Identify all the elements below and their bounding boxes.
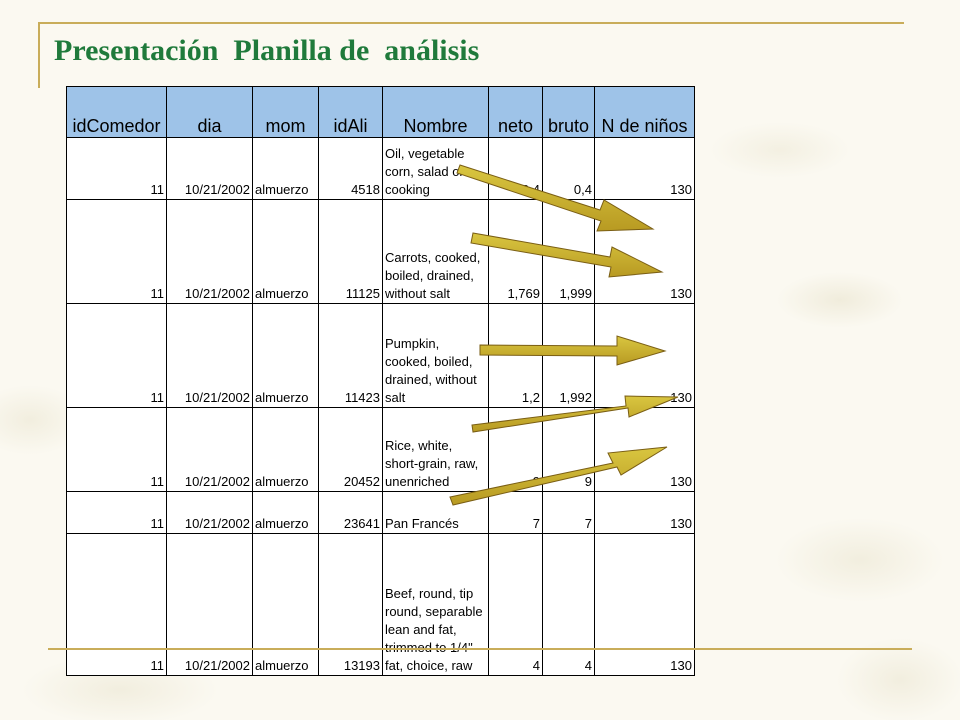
cell-mom: almuerzo: [252, 407, 319, 492]
cell-mom: almuerzo: [252, 491, 319, 534]
cell-nombre: Pumpkin, cooked, boiled, drained, withou…: [382, 303, 489, 408]
cell-idcomedor: 11: [66, 199, 167, 304]
header-nombre: Nombre: [382, 86, 489, 138]
header-idcomedor: idComedor: [66, 86, 167, 138]
cell-n-de-ninos: 130: [594, 137, 695, 200]
cell-idcomedor: 11: [66, 491, 167, 534]
cell-idcomedor: 11: [66, 137, 167, 200]
cell-idali: 11423: [318, 303, 383, 408]
cell-bruto: 0,4: [542, 137, 595, 200]
header-mom: mom: [252, 86, 319, 138]
arrow-3: [479, 335, 667, 366]
top-rule: [38, 22, 904, 24]
arrow-2: [470, 232, 664, 278]
slide-title: Presentación Planilla de análisis: [54, 34, 480, 67]
cell-mom: almuerzo: [252, 303, 319, 408]
cell-nombre: Beef, round, tip round, separable lean a…: [382, 533, 489, 676]
header-dia: dia: [166, 86, 253, 138]
table-row: 11 10/21/2002 almuerzo 11125 Carrots, co…: [66, 199, 695, 304]
cell-nombre: Rice, white, short-grain, raw, unenriche…: [382, 407, 489, 492]
table-row: 11 10/21/2002 almuerzo 4518 Oil, vegetab…: [66, 137, 695, 200]
cell-neto: 4: [488, 533, 543, 676]
cell-dia: 10/21/2002: [166, 137, 253, 200]
cell-idcomedor: 11: [66, 533, 167, 676]
analysis-table: idComedor dia mom idAli Nombre neto brut…: [66, 86, 695, 676]
cell-n-de-ninos: 130: [594, 533, 695, 676]
cell-dia: 10/21/2002: [166, 303, 253, 408]
header-bruto: bruto: [542, 86, 595, 138]
cell-idcomedor: 11: [66, 303, 167, 408]
cell-idali: 23641: [318, 491, 383, 534]
arrow-1: [456, 164, 655, 232]
header-n-de-ninos: N de niños: [594, 86, 695, 138]
cell-nombre: Carrots, cooked, boiled, drained, withou…: [382, 199, 489, 304]
bottom-rule: [48, 648, 912, 650]
table-header-row: idComedor dia mom idAli Nombre neto brut…: [66, 86, 695, 138]
cell-idali: 20452: [318, 407, 383, 492]
header-idali: idAli: [318, 86, 383, 138]
arrow-5: [449, 446, 668, 506]
table-row: 11 10/21/2002 almuerzo 13193 Beef, round…: [66, 533, 695, 676]
cell-idali: 11125: [318, 199, 383, 304]
cell-dia: 10/21/2002: [166, 533, 253, 676]
arrow-4: [471, 395, 679, 433]
cell-dia: 10/21/2002: [166, 491, 253, 534]
cell-n-de-ninos: 130: [594, 491, 695, 534]
left-rule: [38, 22, 40, 88]
header-neto: neto: [488, 86, 543, 138]
